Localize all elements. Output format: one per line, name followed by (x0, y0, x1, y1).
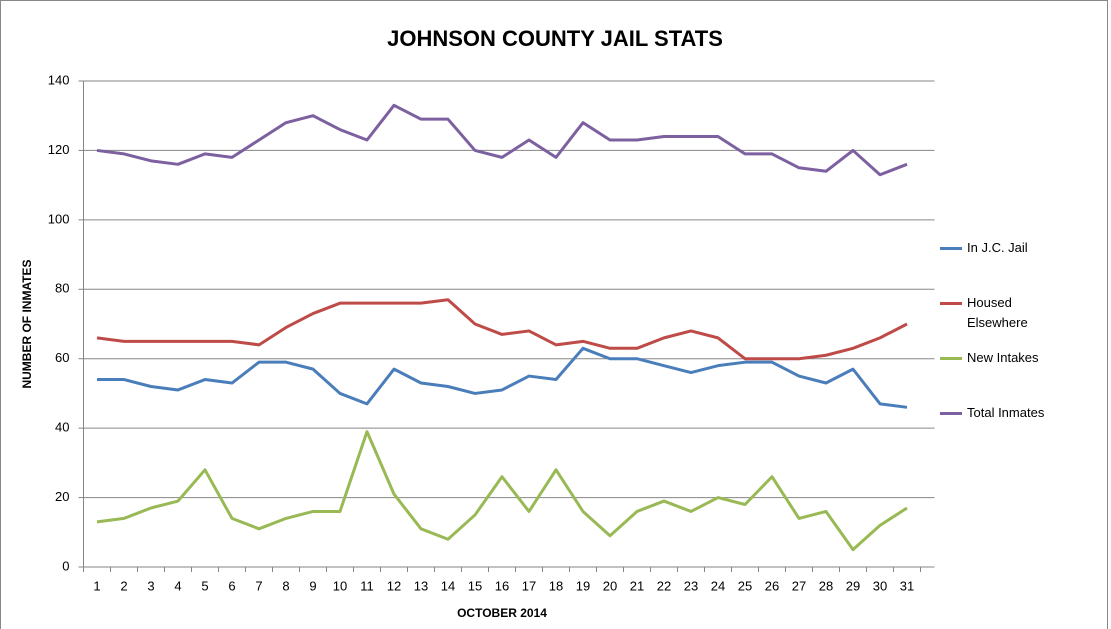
legend-label: Total Inmates (967, 405, 1045, 420)
legend-swatch (940, 302, 962, 305)
x-tick-label: 7 (255, 578, 262, 593)
x-tick-label: 25 (738, 578, 752, 593)
series-line (96, 103, 908, 177)
legend-swatch (940, 412, 962, 415)
legend-entry: New Intakes (940, 350, 1077, 368)
chart-title: JOHNSON COUNTY JAIL STATS (387, 26, 723, 51)
y-tick-label: 80 (55, 281, 69, 296)
x-tick-label: 26 (765, 578, 779, 593)
legend-swatch (940, 247, 962, 250)
x-tick-label: 20 (603, 578, 617, 593)
x-tick-label: 19 (576, 578, 590, 593)
x-tick-label: 12 (387, 578, 401, 593)
y-tick-label: 140 (48, 72, 70, 87)
legend-label: New Intakes (967, 350, 1039, 365)
series-line (97, 346, 908, 409)
series-line (96, 430, 908, 552)
x-tick-label: 16 (495, 578, 509, 593)
x-tick-label: 30 (873, 578, 887, 593)
legend-label: Housed Elsewhere (967, 295, 1028, 330)
series-line (96, 298, 908, 361)
x-tick-label: 22 (657, 578, 671, 593)
x-tick-label: 17 (522, 578, 536, 593)
x-tick-label: 1 (93, 578, 100, 593)
x-tick-label: 2 (120, 578, 127, 593)
x-tick-label: 21 (630, 578, 644, 593)
x-tick-label: 13 (414, 578, 428, 593)
x-tick-label: 31 (900, 578, 914, 593)
x-tick-label: 27 (792, 578, 806, 593)
x-tick-label: 15 (468, 578, 482, 593)
x-tick-label: 11 (360, 578, 374, 593)
x-tick-label: 14 (441, 578, 455, 593)
x-tick-label: 9 (309, 578, 316, 593)
y-tick-label: 0 (62, 558, 69, 573)
x-axis-label: OCTOBER 2014 (457, 606, 547, 620)
y-tick-label: 20 (55, 489, 69, 504)
x-tick-label: 5 (201, 578, 208, 593)
legend-label: In J.C. Jail (967, 240, 1028, 255)
y-tick-label: 60 (55, 350, 69, 365)
x-tick-label: 18 (549, 578, 563, 593)
legend-entry: Housed Elsewhere (940, 295, 1047, 333)
x-tick-label: 6 (228, 578, 235, 593)
x-tick-label: 23 (684, 578, 698, 593)
x-tick-label: 10 (333, 578, 347, 593)
x-tick-label: 24 (711, 578, 725, 593)
y-tick-label: 120 (48, 142, 70, 157)
y-tick-label: 100 (48, 211, 70, 226)
y-tick-label: 40 (55, 420, 69, 435)
x-tick-label: 28 (819, 578, 833, 593)
legend-swatch (940, 357, 962, 360)
x-tick-label: 29 (846, 578, 860, 593)
legend-entry: Total Inmates (940, 405, 1077, 423)
x-tick-label: 4 (174, 578, 181, 593)
x-tick-label: 3 (147, 578, 154, 593)
legend-entry: In J.C. Jail (940, 240, 1077, 258)
x-tick-label: 8 (282, 578, 289, 593)
y-axis-label: NUMBER OF INMATES (20, 259, 34, 388)
